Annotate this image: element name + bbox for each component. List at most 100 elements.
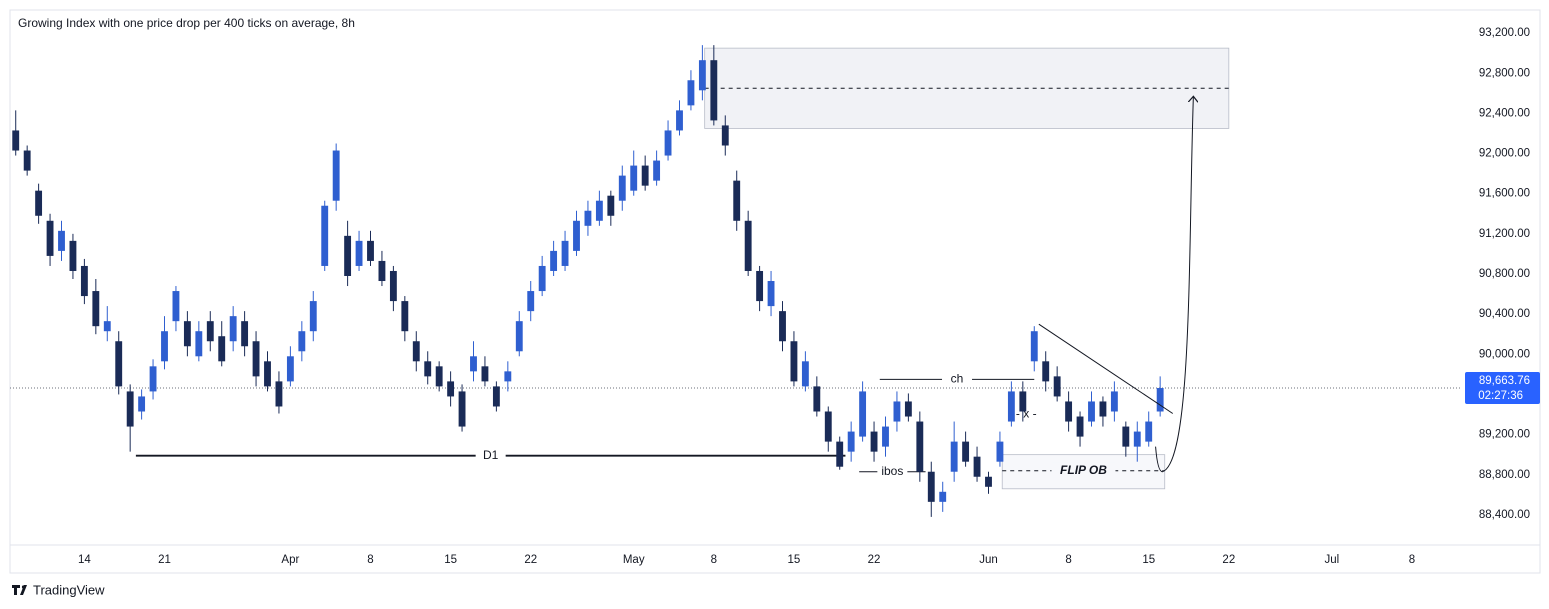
candle-body <box>1030 331 1038 362</box>
y-tick-label: 93,200.00 <box>1479 27 1530 39</box>
candle-body <box>618 175 626 201</box>
candle-body <box>790 341 798 382</box>
countdown-label: 02:27:36 <box>1478 390 1523 402</box>
candle-body <box>492 386 500 407</box>
brand-logo <box>12 585 27 595</box>
candle-body <box>412 341 420 362</box>
level-label: D1 <box>483 448 499 462</box>
candle-body <box>916 421 924 472</box>
candle-body <box>183 321 191 347</box>
x-tick-label: 15 <box>788 554 801 566</box>
last-price-box <box>1465 372 1540 405</box>
candle-body <box>1053 376 1061 397</box>
x-tick-label: 22 <box>524 554 537 566</box>
y-tick-label: 88,800.00 <box>1479 469 1530 481</box>
candle-body <box>1110 391 1118 412</box>
candle-body <box>870 431 878 452</box>
candle-body <box>653 160 661 181</box>
zone-label: FLIP OB <box>1060 463 1107 477</box>
candle-body <box>1133 431 1141 447</box>
candle-body <box>389 270 397 302</box>
candle-body <box>1099 401 1107 417</box>
candle-body <box>195 331 203 357</box>
candle-body <box>779 311 786 342</box>
candle-body <box>103 321 111 332</box>
candle-body <box>973 456 981 477</box>
candle-body <box>550 250 558 271</box>
last-price-label: 89,663.76 <box>1479 375 1530 387</box>
candle-body <box>1122 426 1130 447</box>
x-tick-label: May <box>623 554 645 566</box>
x-tick-label: 15 <box>444 554 457 566</box>
candle-body <box>836 441 844 467</box>
candle-body <box>447 381 455 397</box>
candle-body <box>664 130 672 156</box>
candle-body <box>264 361 271 387</box>
candle-body <box>641 165 649 186</box>
level-label-bg <box>475 447 506 464</box>
x-tick-label: 22 <box>868 554 881 566</box>
candle-body <box>676 110 683 131</box>
candle-body <box>893 401 901 422</box>
y-tick-label: 91,200.00 <box>1479 228 1530 240</box>
candle-body <box>950 441 958 472</box>
candle-body <box>538 265 546 292</box>
y-tick-label: 92,000.00 <box>1479 148 1530 160</box>
candle-body <box>813 386 821 412</box>
candle-body <box>767 281 775 307</box>
candle-body <box>35 190 43 216</box>
level-label: ibos <box>881 464 903 478</box>
candle-body <box>206 321 214 342</box>
candle-body <box>1088 401 1095 422</box>
candle-body <box>286 356 294 382</box>
candle-body <box>115 341 123 387</box>
candle-body <box>161 331 168 362</box>
candle-body <box>367 240 374 261</box>
candle-body <box>1019 391 1027 412</box>
candle-body <box>138 396 146 412</box>
x-tick-label: 14 <box>78 554 91 566</box>
zone <box>704 47 1230 129</box>
candle-body <box>607 195 615 216</box>
trendline <box>1038 323 1174 414</box>
candle-body <box>515 321 523 352</box>
level-label-bg <box>877 463 908 480</box>
candle-body <box>882 426 889 447</box>
x-tick-label: Apr <box>281 554 299 566</box>
chart-title: Growing Index with one price drop per 40… <box>18 16 355 30</box>
y-tick-label: 90,000.00 <box>1479 348 1530 360</box>
candle-body <box>218 336 226 362</box>
candle-body <box>481 366 489 382</box>
candle-body <box>252 341 260 377</box>
x-tick-label: 21 <box>158 554 171 566</box>
x-tick-label: Jul <box>1324 554 1339 566</box>
candle-body <box>58 230 65 251</box>
candle-body <box>996 441 1004 462</box>
candle-body <box>378 260 386 282</box>
candle-body <box>595 200 603 221</box>
x-tick-label: 8 <box>1065 554 1071 566</box>
candle-body <box>424 361 432 377</box>
candle-body <box>710 60 718 121</box>
candle-body <box>1065 401 1073 422</box>
x-tick-label: 8 <box>711 554 717 566</box>
y-tick-label: 91,600.00 <box>1479 188 1530 200</box>
candle-body <box>1007 391 1015 422</box>
y-tick-label: 92,400.00 <box>1479 107 1530 119</box>
candle-body <box>149 366 157 392</box>
x-tick-label: 8 <box>367 554 373 566</box>
y-tick-label: 88,400.00 <box>1479 509 1530 521</box>
candle-body <box>172 291 180 322</box>
candle-body <box>904 401 912 417</box>
level-label-bg <box>942 371 973 388</box>
candle-body <box>401 301 409 332</box>
candle-body <box>847 431 855 452</box>
candle-body <box>962 441 970 462</box>
x-tick-label: Jun <box>979 554 998 566</box>
candle-body <box>584 210 592 226</box>
zone-label-bg <box>1051 462 1116 479</box>
candle-body <box>733 180 741 221</box>
candle-body <box>321 205 329 266</box>
